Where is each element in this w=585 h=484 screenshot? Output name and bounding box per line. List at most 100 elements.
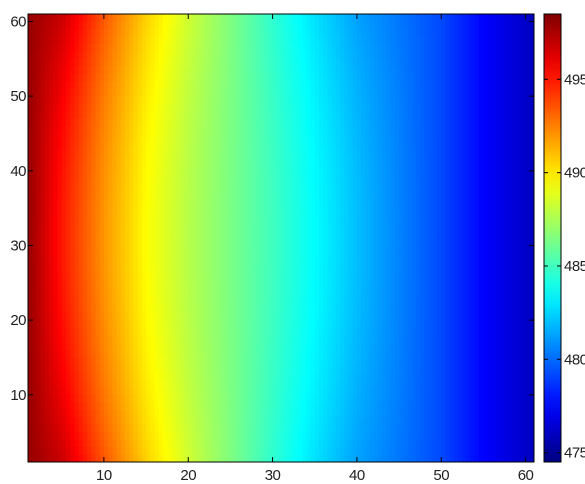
heatmap-cell (44, 163, 50, 172)
heatmap-cell (276, 223, 282, 232)
heatmap-cell (474, 215, 480, 224)
heatmap-cell (238, 36, 244, 45)
heatmap-cell (146, 252, 151, 261)
heatmap-cell (141, 36, 147, 45)
heatmap-cell (394, 312, 400, 321)
heatmap-cell (365, 96, 371, 105)
heatmap-cell (65, 170, 71, 179)
heatmap-cell (234, 297, 240, 306)
heatmap-cell (259, 81, 265, 90)
heatmap-cell (78, 103, 84, 112)
heatmap-cell (318, 111, 324, 120)
heatmap-cell (264, 163, 269, 172)
heatmap-cell (192, 140, 198, 149)
heatmap-cell (188, 305, 194, 314)
heatmap-cell (154, 282, 160, 291)
heatmap-cell (268, 21, 274, 30)
heatmap-cell (483, 118, 489, 127)
heatmap-cell (323, 252, 328, 261)
heatmap-cell (61, 148, 67, 157)
heatmap-cell (407, 260, 413, 269)
heatmap-cell (293, 14, 299, 23)
heatmap-cell (116, 178, 122, 187)
heatmap-cell (112, 305, 118, 314)
heatmap-cell (112, 200, 118, 209)
heatmap-cell (335, 43, 341, 52)
heatmap-cell (386, 81, 392, 90)
heatmap-cell (95, 320, 101, 329)
heatmap-cell (491, 230, 497, 239)
heatmap-cell (373, 66, 379, 75)
heatmap-cell (529, 312, 534, 321)
heatmap-cell (141, 140, 147, 149)
heatmap-cell (377, 148, 383, 157)
heatmap-cell (512, 275, 518, 284)
heatmap-cell (352, 14, 358, 23)
heatmap-cell (167, 36, 172, 45)
heatmap-cell (449, 96, 455, 105)
heatmap-cell (318, 238, 324, 247)
heatmap-cell (28, 170, 33, 179)
heatmap-cell (411, 73, 417, 82)
heatmap-cell (234, 103, 240, 112)
heatmap-cell (420, 111, 425, 120)
heatmap-cell (205, 230, 210, 239)
heatmap-cell (356, 282, 362, 291)
heatmap-cell (348, 200, 354, 209)
heatmap-cell (474, 103, 480, 112)
heatmap-cell (57, 36, 63, 45)
heatmap-cell (348, 290, 354, 299)
heatmap-cell (36, 245, 42, 254)
heatmap-cell (196, 200, 202, 209)
heatmap-cell (120, 320, 126, 329)
heatmap-cell (243, 126, 248, 135)
heatmap-cell (348, 170, 354, 179)
heatmap-cell (365, 200, 371, 209)
heatmap-cell (87, 36, 92, 45)
heatmap-cell (420, 73, 425, 82)
heatmap-cell (302, 28, 307, 37)
heatmap-cell (137, 73, 143, 82)
heatmap-cell (504, 21, 510, 30)
heatmap-cell (70, 320, 75, 329)
heatmap-cell (365, 111, 371, 120)
heatmap-cell (382, 148, 388, 157)
heatmap-cell (462, 193, 468, 202)
heatmap-cell (437, 297, 442, 306)
heatmap-cell (458, 73, 463, 82)
heatmap-cell (175, 275, 181, 284)
heatmap-cell (377, 81, 383, 90)
heatmap-cell (116, 312, 122, 321)
heatmap-cell (234, 267, 240, 276)
heatmap-cell (356, 126, 362, 135)
heatmap-cell (470, 252, 476, 261)
heatmap-cell (512, 245, 518, 254)
heatmap-cell (264, 178, 269, 187)
heatmap-cell (399, 208, 404, 217)
heatmap-cell (209, 245, 215, 254)
heatmap-cell (49, 193, 54, 202)
heatmap-cell (158, 208, 164, 217)
heatmap-cell (399, 111, 404, 120)
heatmap-cell (171, 140, 177, 149)
heatmap-cell (65, 297, 71, 306)
heatmap-cell (259, 267, 265, 276)
heatmap-cell (167, 58, 172, 67)
heatmap-cell (162, 200, 168, 209)
heatmap-cell (365, 51, 371, 60)
heatmap-cell (411, 28, 417, 37)
heatmap-cell (213, 215, 219, 224)
heatmap-cell (171, 230, 177, 239)
heatmap-cell (179, 155, 185, 164)
heatmap-cell (508, 88, 514, 97)
heatmap-cell (99, 297, 105, 306)
heatmap-cell (373, 51, 379, 60)
heatmap-cell (466, 170, 472, 179)
heatmap-cell (302, 208, 307, 217)
heatmap-cell (306, 126, 312, 135)
heatmap-cell (314, 200, 320, 209)
heatmap-cell (192, 245, 198, 254)
heatmap-cell (162, 260, 168, 269)
heatmap-cell (65, 275, 71, 284)
heatmap-cell (420, 252, 425, 261)
